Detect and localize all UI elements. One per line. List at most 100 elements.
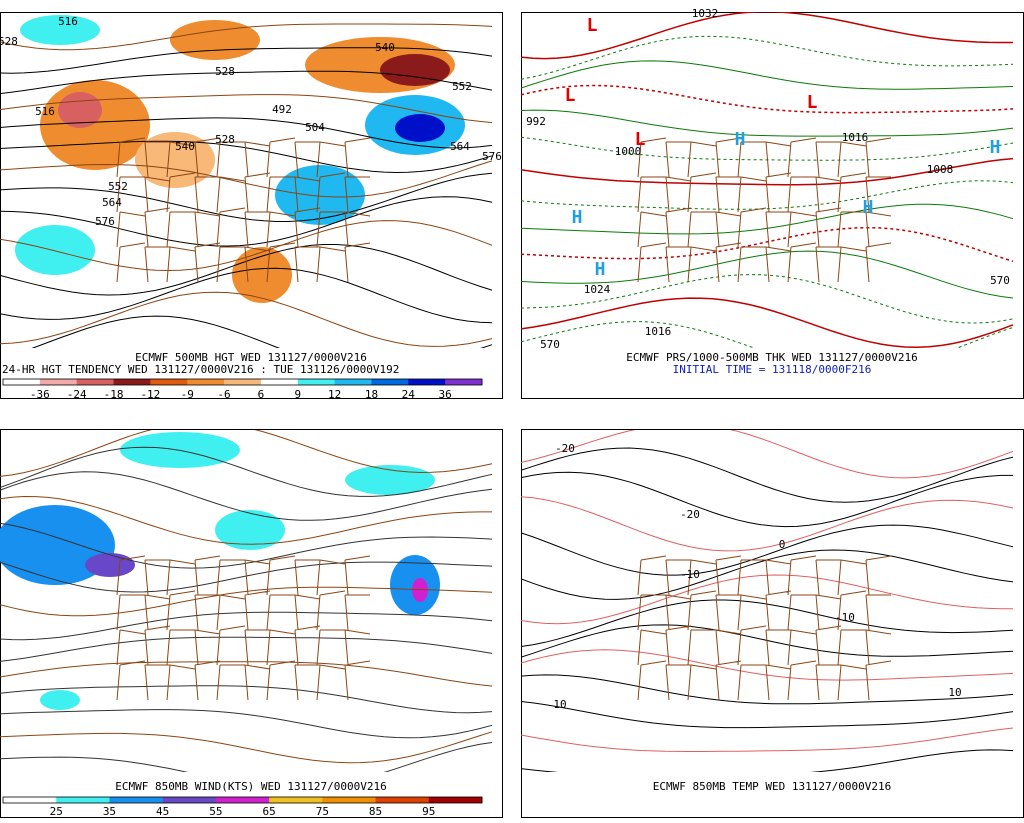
panel-frame — [521, 429, 1024, 818]
contour-label: 10 — [948, 686, 961, 699]
scale-segment — [109, 797, 164, 803]
pressure-center: L — [807, 92, 818, 113]
pressure-center: H — [572, 207, 583, 228]
scale-segment — [334, 379, 372, 385]
scale-label: 36 — [439, 388, 452, 401]
map-lines — [0, 430, 493, 772]
contour — [521, 297, 1014, 348]
state-borders — [637, 137, 892, 283]
scale-label: 6 — [258, 388, 265, 401]
scale-label: 25 — [50, 805, 63, 818]
contour — [521, 84, 1014, 114]
scale-segment — [445, 379, 483, 385]
contour-label: 552 — [108, 180, 128, 193]
map-caption: ECMWF 850MB WIND(KTS) WED 131127/0000V21… — [115, 780, 387, 793]
contour — [521, 674, 1014, 705]
map-lines — [0, 23, 493, 348]
contour — [521, 496, 1014, 552]
contour-label: 1032 — [692, 7, 719, 20]
map-caption: ECMWF PRS/1000-500MB THK WED 131127/0000… — [626, 351, 917, 364]
contour — [0, 94, 493, 124]
panel-frame — [0, 429, 503, 818]
contour — [0, 23, 493, 51]
contour-label: 10 — [553, 698, 566, 711]
contour — [0, 611, 493, 641]
scale-label: 55 — [209, 805, 222, 818]
pressure-center: H — [735, 129, 746, 150]
contour-label: 570 — [990, 274, 1010, 287]
contour-label: 552 — [452, 80, 472, 93]
contour-label: 564 — [450, 140, 470, 153]
contour-label: 1016 — [645, 325, 672, 338]
contour-label: 516 — [58, 15, 78, 28]
contour-label: 504 — [305, 121, 325, 134]
scale-segment — [215, 797, 270, 803]
pressure-center: L — [565, 85, 576, 106]
scale-segment — [162, 797, 217, 803]
contour — [0, 495, 492, 545]
contour-label: 1024 — [584, 283, 611, 296]
scale-label: 18 — [365, 388, 378, 401]
contour — [521, 524, 1014, 576]
contour — [0, 471, 493, 521]
contour — [521, 180, 1014, 210]
scale-label: 12 — [328, 388, 341, 401]
state-borders — [116, 555, 371, 701]
scale-label: 24 — [402, 388, 416, 401]
contour — [521, 574, 1013, 625]
scale-segment — [260, 379, 299, 385]
scale-segment — [3, 797, 57, 803]
contour-label: 540 — [175, 140, 195, 153]
pressure-center: H — [863, 197, 874, 218]
scale-label: -24 — [67, 388, 87, 401]
contour-label: 1000 — [615, 145, 642, 158]
contour — [0, 731, 493, 764]
contour — [521, 727, 1014, 752]
contour-label: 516 — [35, 105, 55, 118]
contour — [521, 471, 1013, 528]
scale-label: 9 — [294, 388, 301, 401]
contour — [521, 701, 1014, 729]
contour — [521, 136, 1014, 161]
contour — [521, 226, 1014, 263]
contour-label: 992 — [526, 115, 546, 128]
contour-label: 492 — [272, 103, 292, 116]
scale-label: 75 — [316, 805, 329, 818]
scale-segment — [375, 797, 430, 803]
scale-segment — [56, 797, 110, 803]
contour — [0, 267, 493, 324]
contour — [521, 274, 1014, 324]
contour — [0, 709, 493, 739]
scale-label: 85 — [369, 805, 382, 818]
scale-segment — [39, 379, 78, 385]
contour-label: -10 — [835, 611, 855, 624]
panel-frame — [0, 12, 503, 399]
contour — [521, 60, 1014, 90]
scale-segment — [150, 379, 188, 385]
contour — [0, 430, 493, 477]
contour-label: -10 — [680, 568, 700, 581]
contour-label: 564 — [102, 196, 122, 209]
contour — [31, 315, 493, 348]
contour — [0, 196, 493, 247]
contour-label: 540 — [375, 41, 395, 54]
scale-label: 95 — [422, 805, 435, 818]
scale-frame — [2, 796, 483, 804]
scale-segment — [187, 379, 225, 385]
state-borders — [116, 137, 371, 283]
scale-segment — [3, 379, 41, 385]
map-subcaption: 24-HR HGT TENDENCY WED 131127/0000V216 :… — [2, 363, 399, 376]
contour-label: 0 — [779, 538, 786, 551]
contour-label: -20 — [680, 508, 700, 521]
scale-segment — [371, 379, 409, 385]
scale-segment — [269, 797, 323, 803]
contour-label: 1016 — [842, 131, 869, 144]
scale-segment — [224, 379, 262, 385]
contour — [521, 447, 1014, 503]
contour — [521, 35, 1014, 80]
contour-label: 1008 — [927, 163, 954, 176]
pressure-center: L — [635, 129, 646, 150]
contour-label: -20 — [555, 442, 575, 455]
contour-label: 576 — [482, 150, 502, 163]
scale-segment — [322, 797, 377, 803]
